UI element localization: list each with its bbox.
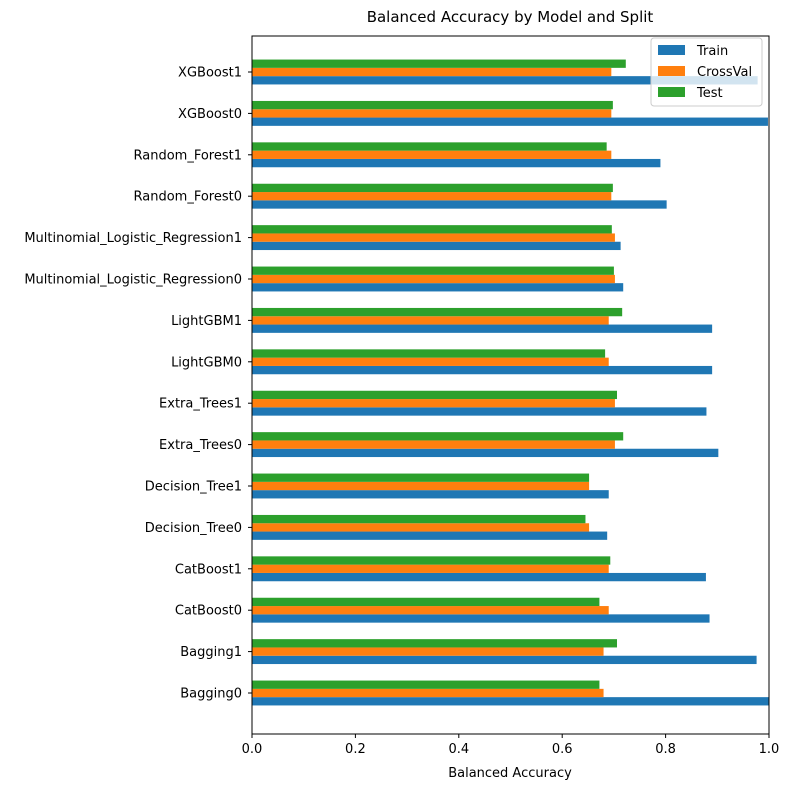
bar-train-catboost1 (252, 572, 706, 582)
y-tick-label: CatBoost0 (175, 604, 242, 619)
x-axis-label: Balanced Accuracy (448, 766, 572, 781)
bar-train-extra_trees1 (252, 407, 707, 416)
y-tick-label: LightGBM0 (171, 355, 242, 370)
y-tick-label: Extra_Trees0 (159, 438, 242, 453)
bar-test-xgboost0 (252, 100, 613, 110)
bar-crossval-multinomial_logistic_regression0 (252, 274, 615, 284)
bar-train-bagging1 (252, 655, 757, 665)
bar-train-decision_tree0 (252, 531, 608, 540)
bar-crossval-random_forest0 (252, 192, 612, 201)
bar-test-multinomial_logistic_regression0 (252, 266, 614, 275)
y-axis-ticks: Bagging0 Bagging1 CatBoost0 CatBoost1 Decisi… (24, 66, 252, 702)
bar-test-multinomial_logistic_regression1 (252, 225, 612, 234)
bar-train-xgboost0 (252, 117, 768, 126)
bar-train-multinomial_logistic_regression1 (252, 241, 621, 251)
legend-swatch-train (658, 45, 685, 55)
bar-crossval-xgboost0 (252, 109, 612, 118)
bar-test-catboost1 (252, 556, 611, 565)
chart-title: Balanced Accuracy by Model and Split (367, 8, 654, 26)
y-tick-label: LightGBM1 (171, 314, 242, 329)
bar-crossval-lightgbm0 (252, 357, 609, 366)
y-tick-label: Multinomial_Logistic_Regression0 (24, 273, 242, 288)
y-tick-label: XGBoost1 (178, 66, 242, 81)
bar-train-lightgbm1 (252, 324, 713, 333)
y-tick-label: CatBoost1 (175, 562, 242, 577)
bar-test-decision_tree1 (252, 473, 590, 482)
bar-crossval-lightgbm1 (252, 316, 609, 325)
bar-train-decision_tree1 (252, 490, 609, 499)
y-tick-label: Random_Forest0 (134, 190, 243, 205)
plot-frame (251, 35, 770, 735)
bar-train-extra_trees0 (252, 448, 719, 458)
bar-crossval-bagging0 (252, 688, 604, 698)
bar-crossval-extra_trees1 (252, 399, 615, 408)
y-tick-label: Bagging1 (180, 645, 242, 660)
x-tick-label: 0.8 (655, 742, 676, 757)
y-tick-label: Decision_Tree0 (145, 521, 242, 536)
y-tick-label: Extra_Trees1 (159, 397, 242, 412)
x-tick-label: 0.2 (345, 742, 366, 757)
bar-crossval-xgboost1 (252, 67, 612, 77)
bar-train-xgboost1 (252, 76, 758, 85)
x-axis-ticks: 0.0 0.2 0.4 0.6 0.8 1.0 (242, 734, 780, 757)
y-tick-label: XGBoost0 (178, 107, 242, 122)
bar-train-multinomial_logistic_regression0 (252, 283, 624, 292)
x-tick-label: 0.6 (552, 742, 573, 757)
legend-label-crossval: CrossVal (697, 65, 752, 80)
y-tick-label: Decision_Tree1 (145, 480, 242, 495)
bar-crossval-decision_tree1 (252, 481, 590, 491)
bar-test-bagging0 (252, 680, 600, 689)
bar-crossval-bagging1 (252, 647, 604, 656)
bar-train-bagging0 (252, 697, 769, 706)
bar-crossval-decision_tree0 (252, 523, 590, 532)
bar-train-random_forest1 (252, 158, 661, 168)
axes-layer (251, 35, 770, 735)
bar-crossval-multinomial_logistic_regression1 (252, 233, 615, 242)
bar-crossval-random_forest1 (252, 150, 612, 159)
bar-test-extra_trees1 (252, 390, 618, 400)
x-tick-label: 0.0 (242, 742, 263, 757)
legend-items: Train CrossVal Test (658, 44, 752, 101)
legend-swatch-test (658, 87, 685, 97)
bar-crossval-extra_trees0 (252, 440, 615, 449)
bar-test-random_forest0 (252, 183, 613, 193)
x-tick-label: 1.0 (759, 742, 780, 757)
bar-train-random_forest0 (252, 200, 667, 209)
bar-test-xgboost1 (252, 59, 626, 68)
legend-label-train: Train (696, 44, 728, 59)
bar-test-lightgbm1 (252, 307, 623, 317)
bar-test-random_forest1 (252, 142, 607, 151)
bar-test-lightgbm0 (252, 349, 606, 358)
y-tick-label: Multinomial_Logistic_Regression1 (24, 231, 242, 246)
bar-test-bagging1 (252, 639, 618, 648)
bars-layer (252, 59, 769, 706)
bar-test-catboost0 (252, 597, 600, 607)
y-tick-label: Random_Forest1 (134, 148, 243, 163)
legend-label-test: Test (696, 86, 723, 101)
bar-test-decision_tree0 (252, 514, 586, 524)
bar-train-lightgbm0 (252, 365, 713, 375)
bar-train-catboost0 (252, 614, 710, 623)
x-tick-label: 0.4 (448, 742, 469, 757)
legend: Train CrossVal Test (650, 37, 763, 107)
legend-swatch-crossval (658, 66, 685, 76)
y-tick-label: Bagging0 (180, 687, 242, 702)
bar-test-extra_trees0 (252, 432, 624, 441)
bar-crossval-catboost1 (252, 564, 609, 573)
bar-crossval-catboost0 (252, 606, 609, 615)
